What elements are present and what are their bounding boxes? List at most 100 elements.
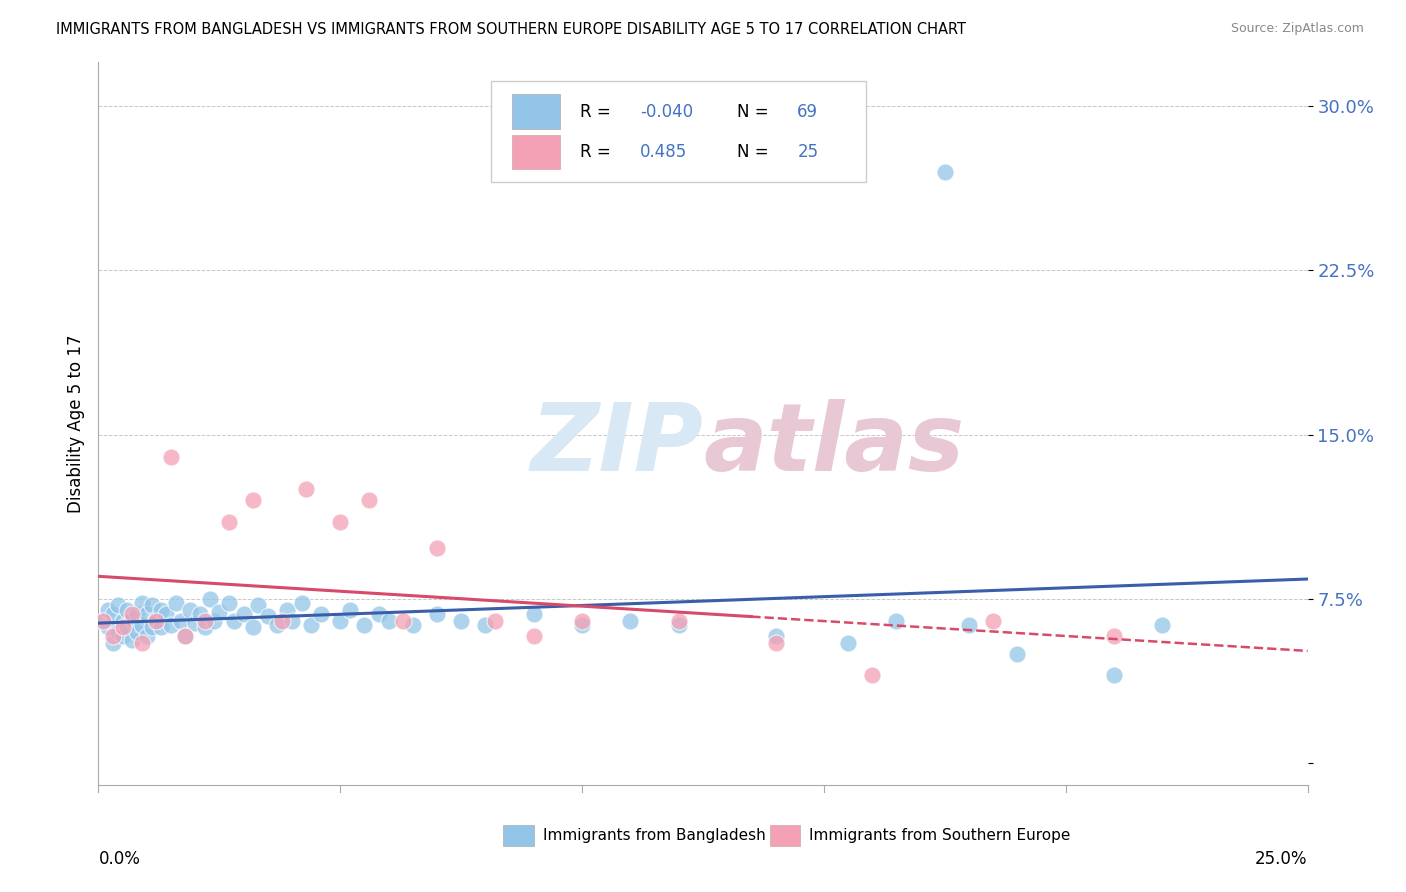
Point — [169, 614, 191, 628]
Point — [117, 603, 139, 617]
Point — [571, 614, 593, 628]
Point — [135, 629, 157, 643]
Point — [127, 624, 149, 639]
Point — [392, 614, 415, 628]
Point — [426, 607, 449, 622]
Text: -0.040: -0.040 — [640, 103, 693, 120]
Point — [1102, 629, 1125, 643]
Point — [111, 629, 134, 643]
Point — [402, 618, 425, 632]
Point — [97, 603, 120, 617]
Text: 25: 25 — [797, 143, 818, 161]
Point — [107, 599, 129, 613]
Point — [150, 620, 173, 634]
Point — [299, 618, 322, 632]
Point — [290, 596, 312, 610]
Point — [957, 618, 980, 632]
Point — [184, 615, 207, 630]
Point — [218, 515, 240, 529]
Point — [247, 599, 270, 613]
Point — [121, 633, 143, 648]
Point — [329, 515, 352, 529]
Point — [174, 629, 197, 643]
Point — [523, 629, 546, 643]
Point — [141, 620, 163, 634]
Point — [91, 614, 114, 628]
Point — [160, 450, 183, 464]
Point — [121, 611, 143, 625]
Point — [135, 607, 157, 622]
Point — [276, 603, 298, 617]
Point — [160, 618, 183, 632]
Point — [242, 493, 264, 508]
Point — [232, 607, 254, 622]
Point — [484, 614, 506, 628]
Point — [523, 607, 546, 622]
Point — [174, 629, 197, 643]
Point — [194, 620, 217, 634]
Bar — [512, 135, 561, 169]
Point — [329, 614, 352, 628]
Point — [256, 609, 278, 624]
Text: Source: ZipAtlas.com: Source: ZipAtlas.com — [1230, 22, 1364, 36]
Point — [141, 599, 163, 613]
Point — [295, 483, 318, 497]
Point — [1152, 618, 1174, 632]
Point — [281, 614, 304, 628]
Bar — [769, 825, 800, 847]
Point — [117, 620, 139, 634]
Point — [309, 607, 332, 622]
Text: R =: R = — [579, 103, 616, 120]
Point — [266, 618, 288, 632]
Point — [208, 605, 231, 619]
Point — [860, 668, 883, 682]
Text: N =: N = — [737, 103, 773, 120]
Y-axis label: Disability Age 5 to 17: Disability Age 5 to 17 — [66, 334, 84, 513]
Point — [571, 618, 593, 632]
Text: 0.0%: 0.0% — [98, 850, 141, 868]
Point — [619, 614, 641, 628]
Point — [131, 635, 153, 649]
Text: Immigrants from Bangladesh: Immigrants from Bangladesh — [543, 828, 766, 843]
Point — [934, 165, 956, 179]
Point — [91, 614, 114, 628]
Bar — [503, 825, 534, 847]
Text: Immigrants from Southern Europe: Immigrants from Southern Europe — [810, 828, 1071, 843]
Point — [218, 596, 240, 610]
Point — [377, 614, 399, 628]
Point — [981, 614, 1004, 628]
Point — [145, 614, 167, 628]
Text: atlas: atlas — [703, 400, 965, 491]
Text: R =: R = — [579, 143, 616, 161]
Point — [111, 620, 134, 634]
Point — [242, 620, 264, 634]
Point — [101, 635, 124, 649]
Text: 25.0%: 25.0% — [1256, 850, 1308, 868]
Point — [359, 493, 381, 508]
Text: ZIP: ZIP — [530, 400, 703, 491]
Point — [107, 624, 129, 639]
Point — [121, 607, 143, 622]
Point — [886, 614, 908, 628]
Text: 69: 69 — [797, 103, 818, 120]
Point — [198, 591, 221, 606]
Point — [1007, 647, 1029, 661]
Point — [368, 607, 391, 622]
Point — [339, 603, 361, 617]
Point — [155, 607, 177, 622]
Point — [765, 635, 787, 649]
Point — [165, 596, 187, 610]
Point — [131, 596, 153, 610]
Point — [127, 607, 149, 622]
Point — [145, 611, 167, 625]
Point — [150, 603, 173, 617]
Point — [194, 614, 217, 628]
Text: N =: N = — [737, 143, 773, 161]
Point — [131, 618, 153, 632]
Point — [450, 614, 472, 628]
Point — [765, 629, 787, 643]
Point — [353, 618, 375, 632]
Point — [668, 618, 690, 632]
Point — [101, 629, 124, 643]
Point — [837, 635, 859, 649]
